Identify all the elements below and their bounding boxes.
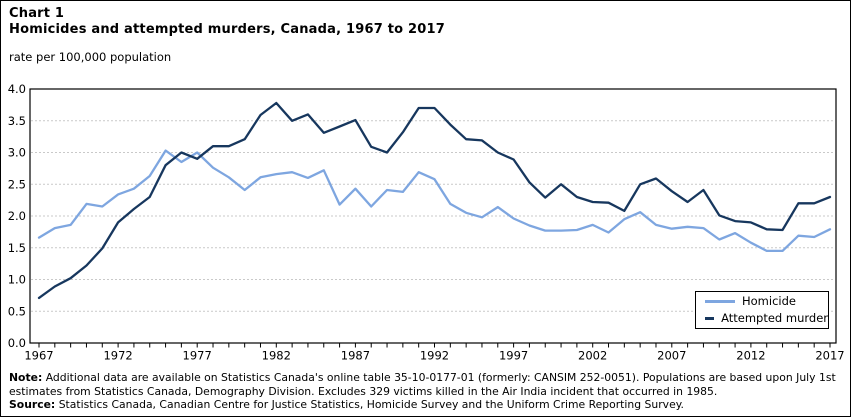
source-label: Source:	[9, 398, 56, 411]
legend-label-homicide: Homicide	[742, 294, 796, 308]
x-tick-label: 2002	[578, 349, 607, 363]
x-tick-label: 2017	[815, 349, 844, 363]
x-tick-label: 1987	[341, 349, 370, 363]
x-tick-label: 1977	[183, 349, 212, 363]
x-tick-label: 2007	[657, 349, 686, 363]
chart-title: Homicides and attempted murders, Canada,…	[9, 22, 445, 37]
y-tick-label: 1.5	[8, 241, 26, 255]
x-tick-label: 1982	[262, 349, 291, 363]
x-tick-label: 1967	[24, 349, 53, 363]
y-tick-label: 3.5	[8, 114, 26, 128]
y-tick-label: 0.5	[8, 304, 26, 318]
source-text: Statistics Canada, Canadian Centre for J…	[58, 398, 684, 411]
attempted-murder-line-swatch	[705, 316, 715, 320]
legend: Homicide Attempted murder	[695, 291, 829, 329]
axis-unit-label: rate per 100,000 population	[9, 50, 172, 64]
x-tick-label: 1972	[103, 349, 132, 363]
x-tick-label: 1997	[499, 349, 528, 363]
homicide-line-swatch	[705, 300, 735, 304]
note-line-2: estimates from Statistics Canada, Demogr…	[9, 384, 718, 398]
legend-item-homicide: Homicide	[705, 294, 828, 308]
x-tick-label: 2012	[736, 349, 765, 363]
y-tick-label: 2.0	[8, 209, 26, 223]
y-tick-label: 4.0	[8, 82, 26, 96]
y-tick-label: 1.0	[8, 273, 26, 287]
plot-border	[29, 88, 837, 344]
x-tick-label: 1992	[420, 349, 449, 363]
legend-label-attempted-murder: Attempted murder	[721, 310, 828, 325]
note-line-1: Additional data are available on Statist…	[45, 371, 836, 384]
series-line-homicide	[37, 149, 832, 253]
series-line-attempted-murder	[37, 101, 832, 300]
chart-header: Chart 1 Homicides and attempted murders,…	[9, 6, 445, 64]
legend-item-attempted-murder: Attempted murder	[705, 310, 828, 325]
note-label: Note:	[9, 371, 43, 384]
y-tick-label: 2.5	[8, 177, 26, 191]
y-tick-label: 3.0	[8, 146, 26, 160]
notes: Note: Additional data are available on S…	[9, 371, 847, 412]
y-tick-label: 0.0	[8, 336, 26, 350]
chart-number: Chart 1	[9, 6, 65, 21]
